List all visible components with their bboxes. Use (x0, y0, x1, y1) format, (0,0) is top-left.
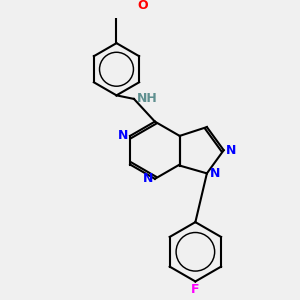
Text: N: N (210, 167, 220, 180)
Text: NH: NH (137, 92, 158, 105)
Text: N: N (143, 172, 153, 185)
Text: N: N (226, 144, 236, 157)
Text: O: O (137, 0, 148, 12)
Text: F: F (191, 283, 200, 296)
Text: N: N (118, 129, 128, 142)
